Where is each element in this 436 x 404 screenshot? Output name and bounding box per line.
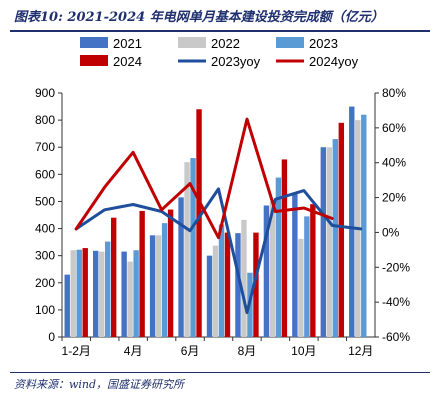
source-note: 资料来源：wind，国盛证券研究所: [14, 378, 185, 391]
source-divider: [10, 372, 430, 373]
left-axis-tick-label: 400: [35, 222, 55, 236]
right-axis-tick-label: -40%: [382, 295, 410, 309]
left-axis-tick-label: 600: [35, 167, 55, 181]
bar-2024: [224, 232, 231, 337]
title-divider: [10, 30, 430, 32]
x-axis-tick-label: 10月: [291, 344, 316, 358]
bar-2024: [167, 209, 174, 337]
bar-2022: [184, 162, 190, 337]
bar-2023: [76, 249, 82, 337]
x-axis-tick-label: 12月: [348, 344, 373, 358]
chart-bars: [64, 106, 367, 338]
bar-2021: [349, 106, 355, 337]
legend-label-2023yoy: 2023yoy: [211, 54, 261, 69]
bar-2022: [298, 238, 304, 337]
bar-2022: [127, 261, 133, 337]
chart-legend: 2021 2022 2023 2024 2023yoy 2024yoy: [80, 36, 359, 69]
bar-2021: [178, 197, 184, 337]
right-axis-tick-label: -20%: [382, 260, 410, 274]
bar-2022: [241, 219, 247, 337]
legend-swatch-2024: [80, 55, 108, 66]
legend-label-2024: 2024: [113, 54, 142, 69]
legend-label-2023: 2023: [309, 36, 338, 51]
bar-2024: [253, 232, 259, 337]
left-axis-tick-label: 700: [35, 140, 55, 154]
bar-2022: [269, 201, 276, 337]
bar-2023: [104, 241, 111, 337]
left-axis-tick-label: 100: [35, 303, 55, 317]
left-axis-tick-label: 300: [35, 249, 55, 263]
bar-2024: [310, 204, 316, 337]
left-axis-tick-label: 200: [35, 276, 55, 290]
bar-2021: [206, 255, 213, 337]
x-axis-tick-label: 6月: [181, 344, 200, 358]
chart-lines: [74, 117, 363, 315]
bar-2023: [361, 114, 367, 337]
bar-2021: [263, 205, 270, 337]
bar-2024: [110, 217, 117, 337]
bar-2024: [196, 109, 202, 338]
bar-2024: [139, 210, 145, 337]
legend-label-2021: 2021: [113, 36, 142, 51]
bar-2021: [292, 193, 298, 337]
bar-2024: [281, 159, 288, 337]
left-axis-tick-label: 800: [35, 113, 55, 127]
right-axis-tick-label: 20%: [382, 191, 406, 205]
bar-2022: [155, 235, 162, 337]
legend-swatch-2022: [178, 37, 206, 48]
left-axis-tick-label: 0: [48, 330, 55, 344]
right-axis-tick-label: 40%: [382, 156, 406, 170]
right-axis-tick-label: 0%: [382, 225, 400, 239]
bar-2022: [326, 147, 333, 337]
bar-2021: [121, 251, 127, 337]
combo-chart: 2021 2022 2023 2024 2023yoy 2024yoy 0 100 200 30…: [35, 36, 410, 358]
legend-label-2022: 2022: [211, 36, 240, 51]
bar-2023: [275, 177, 282, 337]
bar-2024: [82, 248, 88, 337]
bar-2023: [218, 224, 225, 337]
bar-2023: [190, 158, 196, 337]
legend-swatch-2021: [80, 37, 108, 48]
bar-2021: [235, 233, 241, 337]
right-axis-tick-label: 80%: [382, 86, 406, 100]
left-axis-tick-label: 900: [35, 86, 55, 100]
left-axis-tick-label: 500: [35, 194, 55, 208]
bar-2021: [64, 274, 70, 337]
bar-2023: [304, 216, 310, 337]
line-2023yoy: [74, 187, 363, 315]
bar-2023: [332, 139, 339, 337]
x-axis-tick-label: 4月: [124, 344, 143, 358]
bar-2023: [133, 250, 139, 337]
legend-label-2024yoy: 2024yoy: [309, 54, 359, 69]
bar-2022: [98, 251, 105, 337]
bar-2021: [149, 235, 156, 337]
x-axis-tick-label: 1-2月: [62, 344, 91, 358]
bar-2022: [212, 245, 219, 337]
chart-title: 图表10: 2021-2024 年电网单月基本建设投资完成额（亿元）: [14, 10, 384, 25]
chart-axes: 0 100 200 300 400 500 600 700 800 900 -60% -40% -20%…: [35, 86, 410, 358]
bar-2023: [161, 223, 168, 337]
x-axis-tick-label: 8月: [238, 344, 257, 358]
right-axis-tick-label: -60%: [382, 330, 410, 344]
line-2024yoy: [74, 117, 334, 240]
legend-swatch-2023: [276, 37, 304, 48]
bar-2024: [338, 122, 345, 337]
bar-2021: [320, 147, 327, 337]
right-axis-tick-label: 60%: [382, 121, 406, 135]
bar-2021: [92, 250, 99, 337]
bar-2022: [70, 250, 76, 337]
